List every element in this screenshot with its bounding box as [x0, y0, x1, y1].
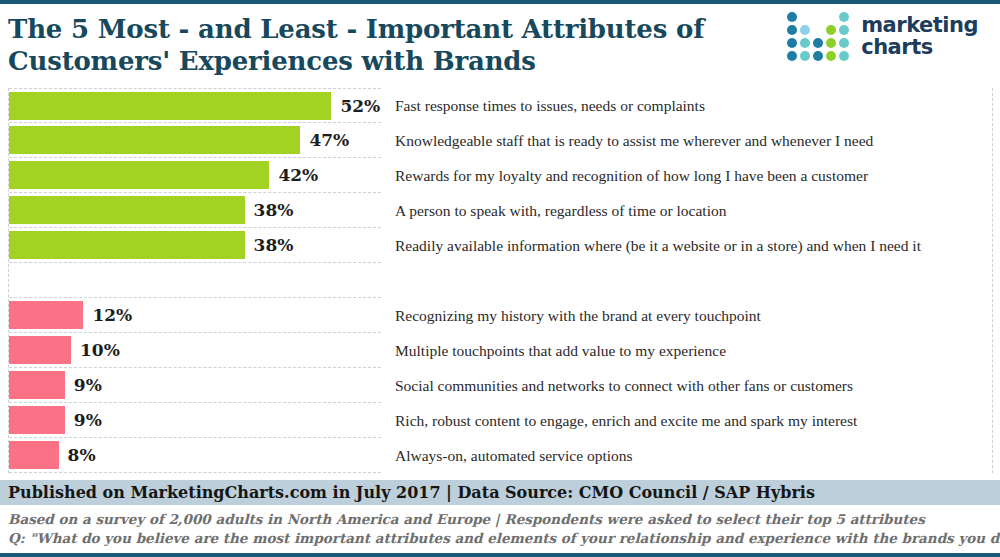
logo-word-charts: charts	[861, 37, 978, 58]
logo-dot	[800, 25, 810, 35]
logo-dot	[800, 38, 810, 48]
logo-dot	[787, 25, 797, 35]
bar	[9, 406, 65, 434]
bar-chart: 52% Fast response times to issues, needs…	[8, 88, 993, 473]
marketingcharts-logo: marketing charts	[787, 12, 978, 61]
bar	[9, 336, 71, 364]
logo-dot	[800, 51, 810, 61]
logo-wordmark: marketing charts	[861, 15, 978, 58]
logo-dots-icon	[787, 12, 849, 61]
footnote-survey: Based on a survey of 2,000 adults in Nor…	[8, 510, 992, 529]
bar-value: 42%	[278, 165, 318, 185]
bar-label: Rich, robust content to engage, enrich a…	[381, 403, 992, 438]
logo-dot	[826, 51, 836, 61]
bar-label: Rewards for my loyalty and recognition o…	[381, 158, 992, 193]
bar-cell: 9%	[9, 403, 381, 438]
gap-label	[381, 263, 992, 298]
footnote-question: Q: "What do you believe are the most imp…	[8, 529, 992, 548]
bar-label: Knowledgeable staff that is ready to ass…	[381, 123, 992, 158]
bar-cell: 10%	[9, 333, 381, 368]
bar	[9, 126, 300, 154]
logo-dot	[813, 51, 823, 61]
chart-row: 38% Readily available information where …	[9, 228, 992, 263]
chart-row: 12% Recognizing my history with the bran…	[9, 298, 992, 333]
bar-value: 9%	[74, 410, 102, 430]
logo-dot	[826, 25, 836, 35]
bar	[9, 161, 269, 189]
bar-label: Recognizing my history with the brand at…	[381, 298, 992, 333]
chart-row: 9% Social communities and networks to co…	[9, 368, 992, 403]
bar-value: 12%	[92, 305, 132, 325]
bar-cell: 38%	[9, 193, 381, 228]
chart-row: 47% Knowledgeable staff that is ready to…	[9, 123, 992, 158]
bar-value: 8%	[68, 445, 96, 465]
bar-label: Multiple touchpoints that add value to m…	[381, 333, 992, 368]
logo-dot	[826, 38, 836, 48]
bar-label: Always-on, automated service options	[381, 438, 992, 473]
bar-value: 47%	[309, 130, 349, 150]
bar	[9, 301, 83, 329]
logo-dot	[787, 12, 797, 22]
page-title: The 5 Most - and Least - Important Attri…	[8, 14, 778, 77]
bar	[9, 441, 59, 469]
bar-label: Social communities and networks to conne…	[381, 368, 992, 403]
bar-cell: 42%	[9, 158, 381, 193]
footnotes: Based on a survey of 2,000 adults in Nor…	[0, 505, 1000, 548]
bar-label: Readily available information where (be …	[381, 228, 992, 263]
bar-label: Fast response times to issues, needs or …	[381, 88, 992, 123]
chart-row: 42% Rewards for my loyalty and recogniti…	[9, 158, 992, 193]
bar-cell: 52%	[9, 88, 381, 123]
chart-row: 9% Rich, robust content to engage, enric…	[9, 403, 992, 438]
logo-word-marketing: marketing	[861, 15, 978, 36]
chart-gap-row	[9, 263, 992, 298]
bar	[9, 231, 245, 259]
logo-dot	[787, 51, 797, 61]
logo-dot	[813, 38, 823, 48]
logo-dot	[839, 38, 849, 48]
bar-cell: 12%	[9, 298, 381, 333]
bar	[9, 371, 65, 399]
bar-value: 52%	[340, 96, 380, 116]
source-bar: Published on MarketingCharts.com in July…	[0, 480, 1000, 505]
chart-row: 38% A person to speak with, regardless o…	[9, 193, 992, 228]
bar-value: 9%	[74, 375, 102, 395]
chart-row: 10% Multiple touchpoints that add value …	[9, 333, 992, 368]
bar-cell: 9%	[9, 368, 381, 403]
bar-cell: 47%	[9, 123, 381, 158]
logo-dot	[839, 25, 849, 35]
gap-cell	[9, 263, 381, 298]
logo-dot	[839, 12, 849, 22]
bar-cell: 8%	[9, 438, 381, 473]
bar	[9, 196, 245, 224]
chart-row: 8% Always-on, automated service options	[9, 438, 992, 473]
bar-value: 10%	[80, 340, 120, 360]
header: The 5 Most - and Least - Important Attri…	[0, 4, 1000, 86]
bar-cell: 38%	[9, 228, 381, 263]
bar-label: A person to speak with, regardless of ti…	[381, 193, 992, 228]
bar	[9, 92, 331, 120]
bar-value: 38%	[254, 235, 294, 255]
logo-dot	[839, 51, 849, 61]
logo-dot	[787, 38, 797, 48]
infographic-page: The 5 Most - and Least - Important Attri…	[0, 0, 1000, 557]
bar-value: 38%	[254, 200, 294, 220]
chart-row: 52% Fast response times to issues, needs…	[9, 88, 992, 123]
